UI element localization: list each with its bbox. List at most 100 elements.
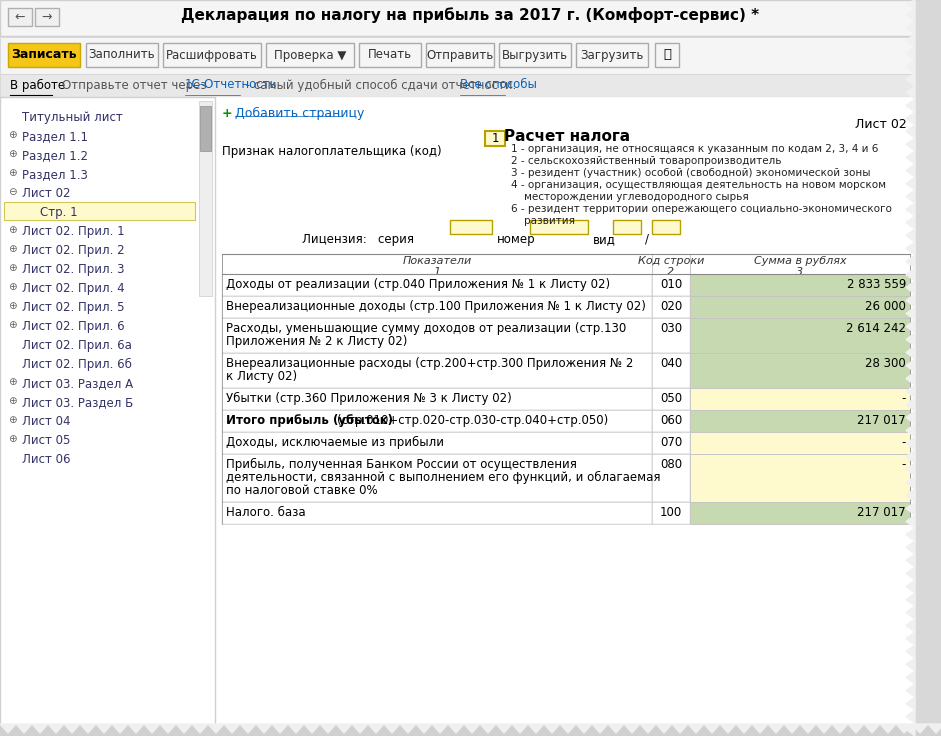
Text: ⊕: ⊕ xyxy=(8,263,17,273)
Polygon shape xyxy=(432,724,448,733)
Polygon shape xyxy=(906,346,915,359)
Polygon shape xyxy=(368,724,384,733)
Bar xyxy=(652,220,680,234)
Text: деятельности, связанной с выполнением его функций, и облагаемая: деятельности, связанной с выполнением ег… xyxy=(226,471,661,484)
Polygon shape xyxy=(906,619,915,632)
Text: 3: 3 xyxy=(796,267,804,277)
Bar xyxy=(163,43,261,67)
Bar xyxy=(690,388,910,410)
Bar xyxy=(0,74,941,97)
Polygon shape xyxy=(906,463,915,476)
Polygon shape xyxy=(906,151,915,164)
Text: Лист 06: Лист 06 xyxy=(22,453,71,466)
Bar xyxy=(222,454,652,502)
Text: Расшифровать: Расшифровать xyxy=(166,49,258,62)
Bar xyxy=(8,43,80,67)
Polygon shape xyxy=(336,724,352,733)
Text: В работе: В работе xyxy=(10,79,65,91)
Bar xyxy=(222,274,652,296)
Text: Лист 03. Раздел Б: Лист 03. Раздел Б xyxy=(22,396,134,409)
Polygon shape xyxy=(906,359,915,372)
Text: Внереализационные доходы (стр.100 Приложения № 1 к Листу 02): Внереализационные доходы (стр.100 Прилож… xyxy=(226,300,646,313)
Text: 080: 080 xyxy=(660,458,682,471)
Bar xyxy=(359,43,421,67)
Polygon shape xyxy=(906,385,915,398)
Bar xyxy=(199,101,212,296)
Text: Доходы от реализации (стр.040 Приложения № 1 к Листу 02): Доходы от реализации (стр.040 Приложения… xyxy=(226,278,610,291)
Text: Лист 04: Лист 04 xyxy=(22,415,71,428)
Polygon shape xyxy=(906,411,915,424)
Bar xyxy=(690,454,910,502)
Text: Все способы: Все способы xyxy=(460,79,537,91)
Polygon shape xyxy=(906,450,915,463)
Polygon shape xyxy=(906,164,915,177)
Polygon shape xyxy=(906,73,915,86)
Bar xyxy=(690,296,910,318)
Text: Лист 02: Лист 02 xyxy=(22,187,71,200)
Polygon shape xyxy=(128,724,144,733)
Polygon shape xyxy=(320,724,336,733)
Text: Сумма в рублях: Сумма в рублях xyxy=(754,256,846,266)
Text: ⊖: ⊖ xyxy=(8,187,17,197)
Text: 050: 050 xyxy=(660,392,682,405)
Text: ⊕: ⊕ xyxy=(8,320,17,330)
Bar xyxy=(690,318,910,353)
Text: Показатели: Показатели xyxy=(403,256,471,266)
Bar xyxy=(222,296,652,318)
Bar xyxy=(652,432,690,454)
Bar xyxy=(200,106,211,151)
Bar xyxy=(0,97,215,736)
Polygon shape xyxy=(906,229,915,242)
Text: 1 - организация, не относящаяся к указанным по кодам 2, 3, 4 и 6: 1 - организация, не относящаяся к указан… xyxy=(511,144,878,154)
Text: Раздел 1.1: Раздел 1.1 xyxy=(22,130,88,143)
Bar xyxy=(652,454,690,502)
Polygon shape xyxy=(906,697,915,710)
Text: Убытки (стр.360 Приложения № 3 к Листу 02): Убытки (стр.360 Приложения № 3 к Листу 0… xyxy=(226,392,512,405)
Polygon shape xyxy=(906,502,915,515)
Bar xyxy=(652,254,690,274)
Text: Проверка ▼: Проверка ▼ xyxy=(274,49,346,62)
Polygon shape xyxy=(816,724,832,733)
Polygon shape xyxy=(906,0,915,8)
Text: 28 300: 28 300 xyxy=(866,357,906,370)
Text: -: - xyxy=(901,458,906,471)
Polygon shape xyxy=(608,724,624,733)
Bar xyxy=(652,410,690,432)
Polygon shape xyxy=(906,489,915,502)
Bar xyxy=(485,131,505,146)
Polygon shape xyxy=(208,724,224,733)
Polygon shape xyxy=(906,710,915,723)
Text: 010: 010 xyxy=(660,278,682,291)
Polygon shape xyxy=(704,724,720,733)
Text: Добавить страницу: Добавить страницу xyxy=(235,107,364,120)
Polygon shape xyxy=(736,724,752,733)
Text: Итого прибыль (убыток): Итого прибыль (убыток) xyxy=(226,414,393,427)
Text: Лист 05: Лист 05 xyxy=(22,434,71,447)
Polygon shape xyxy=(752,724,768,733)
Polygon shape xyxy=(906,8,915,21)
Polygon shape xyxy=(672,724,688,733)
Polygon shape xyxy=(906,60,915,73)
Text: Заполнить: Заполнить xyxy=(88,49,155,62)
Text: 030: 030 xyxy=(660,322,682,335)
Bar xyxy=(222,318,652,353)
Polygon shape xyxy=(906,684,915,697)
Text: 217 017: 217 017 xyxy=(857,414,906,427)
Text: Лист 03. Раздел А: Лист 03. Раздел А xyxy=(22,377,133,390)
Bar xyxy=(690,274,910,296)
Polygon shape xyxy=(32,724,48,733)
Polygon shape xyxy=(416,724,432,733)
Bar xyxy=(690,353,910,388)
Bar xyxy=(222,410,652,432)
Polygon shape xyxy=(256,724,272,733)
Polygon shape xyxy=(906,333,915,346)
Text: 3 - резидент (участник) особой (свободной) экономической зоны: 3 - резидент (участник) особой (свободно… xyxy=(511,168,870,178)
Polygon shape xyxy=(906,86,915,99)
Bar xyxy=(690,254,910,274)
Text: - самый удобный способ сдачи отчетности.: - самый удобный способ сдачи отчетности. xyxy=(242,79,520,91)
Polygon shape xyxy=(906,372,915,385)
Text: 26 000: 26 000 xyxy=(865,300,906,313)
Polygon shape xyxy=(848,724,864,733)
Polygon shape xyxy=(906,203,915,216)
Text: вид: вид xyxy=(593,233,615,246)
